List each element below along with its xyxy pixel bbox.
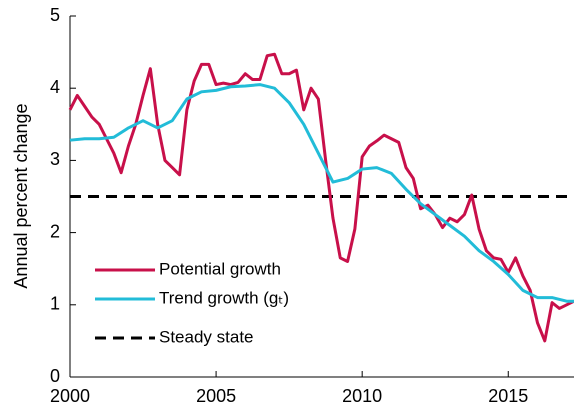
legend-label: Steady state <box>159 327 254 346</box>
y-axis-label: Annual percent change <box>11 103 31 288</box>
legend-label: Trend growth (gₜ) <box>159 288 289 307</box>
series-line <box>69 83 574 303</box>
series-line <box>68 52 574 343</box>
y-tick-label: 3 <box>50 149 60 169</box>
y-tick-label: 5 <box>50 5 60 25</box>
y-tick-label: 4 <box>50 77 60 97</box>
x-tick-label: 2005 <box>196 386 236 406</box>
x-tick-label: 2010 <box>342 386 382 406</box>
legend-label: Potential growth <box>159 259 281 278</box>
x-tick-label: 2000 <box>50 386 90 406</box>
x-tick-label: 2015 <box>488 386 528 406</box>
y-tick-label: 1 <box>50 294 60 314</box>
y-tick-label: 2 <box>50 221 60 241</box>
y-tick-label: 0 <box>50 366 60 386</box>
